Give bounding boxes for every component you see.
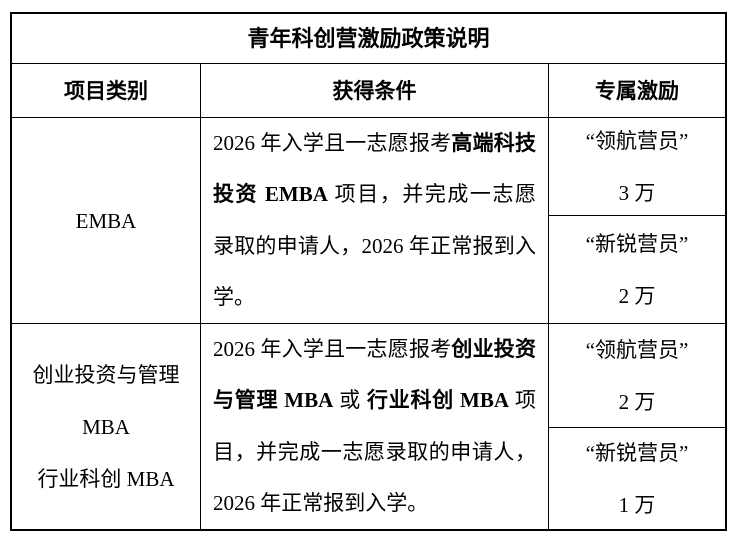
incentive-amount: 2 万 <box>618 389 656 414</box>
incentive-cell-emba-pilot: “领航营员” 3 万 <box>548 117 725 215</box>
incentive-name: “领航营员” <box>585 128 689 153</box>
column-header-category: 项目类别 <box>12 63 200 117</box>
incentive-amount: 2 万 <box>618 283 656 308</box>
incentive-name: “新锐营员” <box>585 231 689 256</box>
column-header-incentive: 专属激励 <box>548 63 725 117</box>
incentive-cell-emba-rising: “新锐营员” 2 万 <box>548 215 725 323</box>
incentive-name: “领航营员” <box>585 337 689 362</box>
table-title: 青年科创营激励政策说明 <box>247 25 490 51</box>
policy-table-grid: 青年科创营激励政策说明 项目类别 获得条件 专属激励 EMBA 2026 年入学… <box>10 12 727 531</box>
category-cell-emba: EMBA <box>12 117 200 323</box>
incentive-cell-mba-rising: “新锐营员” 1 万 <box>548 427 725 529</box>
condition-cell-mba: 2026 年入学且一志愿报考创业投资与管理 MBA 或 行业科创 MBA 项目，… <box>200 323 548 529</box>
incentive-policy-table: 青年科创营激励政策说明 项目类别 获得条件 专属激励 EMBA 2026 年入学… <box>10 12 727 531</box>
incentive-cell-mba-pilot: “领航营员” 2 万 <box>548 323 725 427</box>
condition-text: 2026 年入学且一志愿报考高端科技投资 EMBA 项目，并完成一志愿录取的申请… <box>213 130 537 310</box>
condition-cell-emba: 2026 年入学且一志愿报考高端科技投资 EMBA 项目，并完成一志愿录取的申请… <box>200 117 548 323</box>
incentive-amount: 3 万 <box>618 180 656 205</box>
incentive-name: “新锐营员” <box>585 440 689 465</box>
category-cell-mba: 创业投资与管理 MBA 行业科创 MBA <box>12 323 200 529</box>
condition-text: 2026 年入学且一志愿报考创业投资与管理 MBA 或 行业科创 MBA 项目，… <box>213 336 537 516</box>
column-header-condition: 获得条件 <box>200 63 548 117</box>
incentive-amount: 1 万 <box>618 492 656 517</box>
